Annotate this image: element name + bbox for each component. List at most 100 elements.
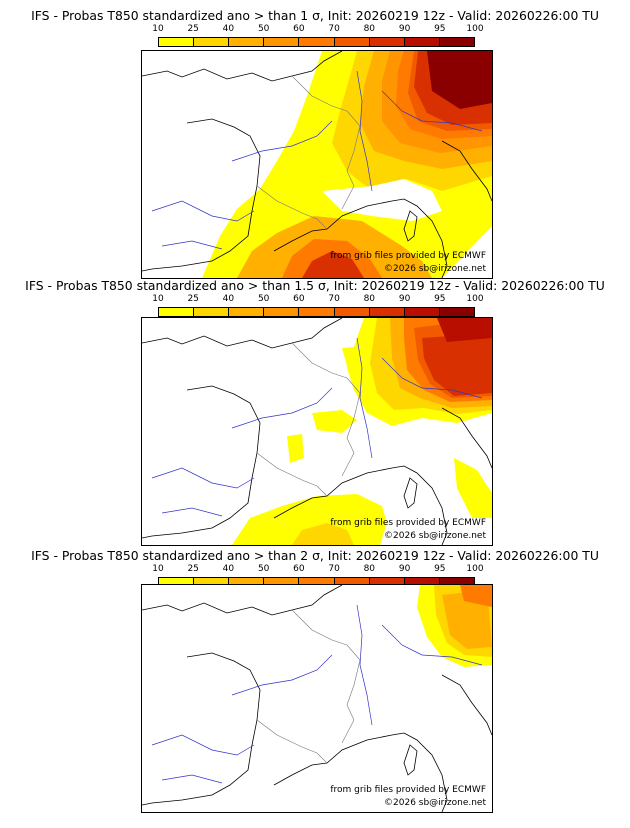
color-swatch <box>299 38 335 46</box>
border <box>256 719 328 764</box>
panel-title: IFS - Probas T850 standardized ano > tha… <box>25 278 605 293</box>
scale-tick: 10 <box>152 24 164 34</box>
color-swatch <box>159 308 195 316</box>
geography <box>142 585 492 812</box>
probability-field <box>417 585 492 667</box>
geography <box>142 51 492 278</box>
coastline <box>142 318 343 349</box>
color-scale: 10 25 40 50 60 70 80 90 95 100 <box>152 294 484 320</box>
color-swatch <box>229 308 265 316</box>
coastline <box>441 407 492 469</box>
scale-tick: 60 <box>293 24 305 34</box>
credit-source: from grib files provided by ECMWF <box>330 518 486 528</box>
scale-tick: 40 <box>222 294 235 304</box>
river <box>356 604 373 726</box>
scale-tick: 90 <box>398 294 411 304</box>
panel-title: IFS - Probas T850 standardized ano > tha… <box>31 8 599 23</box>
river <box>231 654 333 696</box>
river <box>151 467 255 489</box>
river <box>381 624 483 666</box>
probability-map: from grib files provided by ECMWF ©2026 … <box>141 317 493 546</box>
panel-title: IFS - Probas T850 standardized ano > tha… <box>31 548 599 563</box>
scale-tick: 25 <box>187 564 199 574</box>
color-scale-bar <box>158 307 475 317</box>
color-swatch <box>194 308 230 316</box>
credit-source: from grib files provided by ECMWF <box>330 785 486 795</box>
scale-tick: 70 <box>328 564 340 574</box>
geography <box>142 318 492 545</box>
prob-40-area <box>442 590 492 649</box>
scale-tick: 100 <box>466 564 484 574</box>
coastline <box>142 652 261 806</box>
color-swatch <box>229 578 265 586</box>
color-swatch <box>264 308 300 316</box>
river <box>151 734 255 756</box>
color-swatch <box>299 308 335 316</box>
coastline <box>441 140 492 202</box>
river <box>161 240 223 250</box>
color-swatch <box>439 578 474 586</box>
prob-60-area <box>460 585 492 607</box>
prob-patch <box>312 410 357 433</box>
credit-copyright: ©2026 sb@irizone.net <box>384 798 486 808</box>
scale-tick: 10 <box>152 294 164 304</box>
scale-tick: 80 <box>363 564 376 574</box>
coastline <box>142 585 343 616</box>
probability-field <box>232 318 492 545</box>
panel-2: IFS - Probas T850 standardized ano > tha… <box>0 278 630 548</box>
color-swatch <box>264 38 300 46</box>
coastline <box>403 744 418 776</box>
river <box>231 387 333 429</box>
color-swatch <box>334 308 370 316</box>
scale-tick: 100 <box>466 294 484 304</box>
prob-90-area <box>427 51 492 109</box>
color-scale-ticks: 10 25 40 50 60 70 80 90 95 100 <box>152 294 483 305</box>
color-swatch <box>194 38 230 46</box>
scale-tick: 50 <box>257 294 270 304</box>
scale-tick: 95 <box>434 564 446 574</box>
color-swatch <box>159 578 195 586</box>
prob-patch <box>454 458 492 518</box>
coastline <box>142 385 261 539</box>
scale-tick: 70 <box>328 294 340 304</box>
prob-patch <box>342 346 366 370</box>
coastline <box>403 477 418 509</box>
scale-tick: 90 <box>398 24 411 34</box>
river <box>356 70 373 192</box>
scale-tick: 95 <box>434 294 446 304</box>
color-swatch <box>369 38 405 46</box>
color-swatch <box>334 578 370 586</box>
color-swatch <box>194 578 230 586</box>
probability-field <box>202 51 492 278</box>
scale-tick: 10 <box>152 564 164 574</box>
prob-patch <box>287 434 304 463</box>
coastline <box>142 118 261 272</box>
river <box>381 90 483 132</box>
panel-3: IFS - Probas T850 standardized ano > tha… <box>0 548 630 820</box>
prob-80-area <box>422 333 492 396</box>
scale-tick: 40 <box>222 564 235 574</box>
border <box>256 452 328 497</box>
color-swatch <box>369 308 405 316</box>
coastline <box>403 210 418 242</box>
scale-tick: 100 <box>466 24 484 34</box>
scale-tick: 70 <box>328 24 340 34</box>
coastline <box>273 198 448 278</box>
map-canvas <box>142 585 492 812</box>
scale-tick: 50 <box>257 564 270 574</box>
color-swatch <box>229 38 265 46</box>
coastline <box>273 732 448 812</box>
color-scale-ticks: 10 25 40 50 60 70 80 90 95 100 <box>152 564 483 575</box>
color-swatch <box>369 578 405 586</box>
coastline <box>441 674 492 736</box>
color-swatch <box>299 578 335 586</box>
river <box>151 200 255 222</box>
river <box>356 337 373 459</box>
color-scale: 10 25 40 50 60 70 80 90 95 100 <box>152 24 484 50</box>
prob-90-area <box>437 318 492 342</box>
color-swatch <box>404 38 440 46</box>
prob-south-10 <box>232 494 387 545</box>
color-swatch <box>334 38 370 46</box>
color-swatch <box>404 578 440 586</box>
color-scale: 10 25 40 50 60 70 80 90 95 100 <box>152 564 484 590</box>
